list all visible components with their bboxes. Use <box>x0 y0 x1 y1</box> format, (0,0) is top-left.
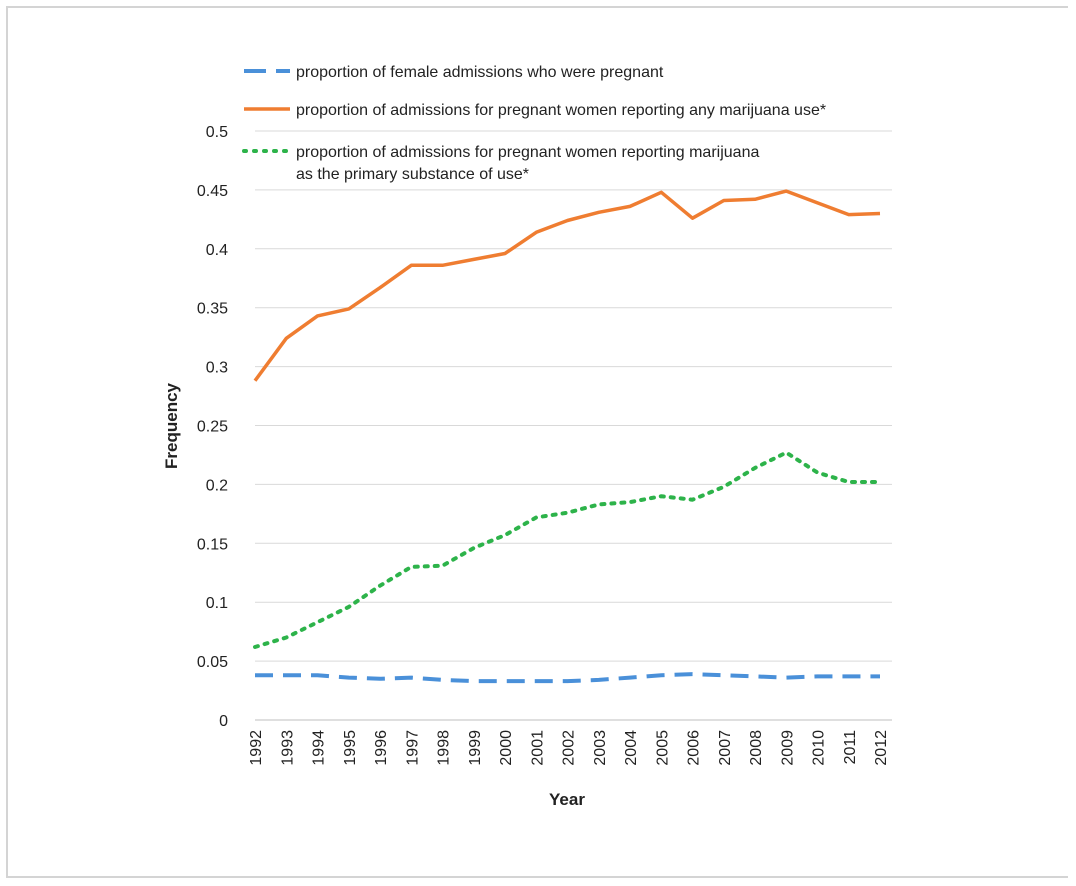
series-line-3 <box>253 450 882 649</box>
x-tick-label: 2000 <box>498 730 515 766</box>
legend-label-3: as the primary substance of use* <box>296 166 529 183</box>
x-tick-label: 2011 <box>842 730 859 765</box>
x-tick-label: 2004 <box>623 730 640 766</box>
x-tick-label: 2008 <box>748 730 765 766</box>
x-tick-label: 1995 <box>342 730 359 766</box>
y-tick-label: 0.2 <box>206 477 228 494</box>
x-tick-label: 1992 <box>248 730 265 766</box>
x-tick-label: 2002 <box>561 730 578 766</box>
y-tick-label: 0.25 <box>197 419 228 436</box>
x-tick-label: 1993 <box>279 730 296 766</box>
y-tick-label: 0.4 <box>206 242 228 259</box>
legend-label-2: proportion of admissions for pregnant wo… <box>296 102 826 119</box>
x-tick-label: 1999 <box>467 730 484 766</box>
y-tick-label: 0.15 <box>197 536 228 553</box>
x-tick-label: 2009 <box>779 730 796 766</box>
x-axis-ticks: 1992 1993 1994 1995 1996 1997 1998 1999 2000 2001… <box>248 730 890 766</box>
x-tick-label: 2006 <box>686 730 703 766</box>
series-line-1 <box>255 672 880 684</box>
y-tick-label: 0.5 <box>206 124 228 141</box>
legend-label-1: proportion of female admissions who were… <box>296 64 664 81</box>
y-tick-label: 0.1 <box>206 595 228 612</box>
x-tick-label: 2001 <box>529 730 546 766</box>
series-lines <box>253 189 882 684</box>
x-tick-label: 1997 <box>404 730 421 766</box>
y-tick-label: 0.45 <box>197 183 228 200</box>
y-tick-label: 0.05 <box>197 654 228 671</box>
legend-label-3: proportion of admissions for pregnant wo… <box>296 144 759 161</box>
series-line-2 <box>253 189 881 382</box>
x-tick-label: 1994 <box>311 730 328 766</box>
y-tick-label: 0.35 <box>197 301 228 318</box>
figure-frame <box>6 6 1068 878</box>
y-axis-title: Frequency <box>162 382 181 469</box>
x-tick-label: 2010 <box>811 730 828 766</box>
x-axis-title: Year <box>549 790 585 809</box>
x-tick-label: 2007 <box>717 730 734 766</box>
y-axis-ticks: 0 0.05 0.1 0.15 0.2 0.25 0.3 0.35 0.4 0.45 0.5 <box>197 124 228 730</box>
x-tick-label: 2005 <box>654 730 671 766</box>
y-tick-label: 0 <box>219 713 228 730</box>
x-tick-label: 2003 <box>592 730 609 766</box>
gridlines <box>255 130 892 721</box>
x-tick-label: 1996 <box>373 730 390 766</box>
x-tick-label: 1998 <box>436 730 453 766</box>
y-tick-label: 0.3 <box>206 360 228 377</box>
legend: proportion of female admissions who were… <box>242 64 826 183</box>
x-tick-label: 2012 <box>873 730 890 766</box>
